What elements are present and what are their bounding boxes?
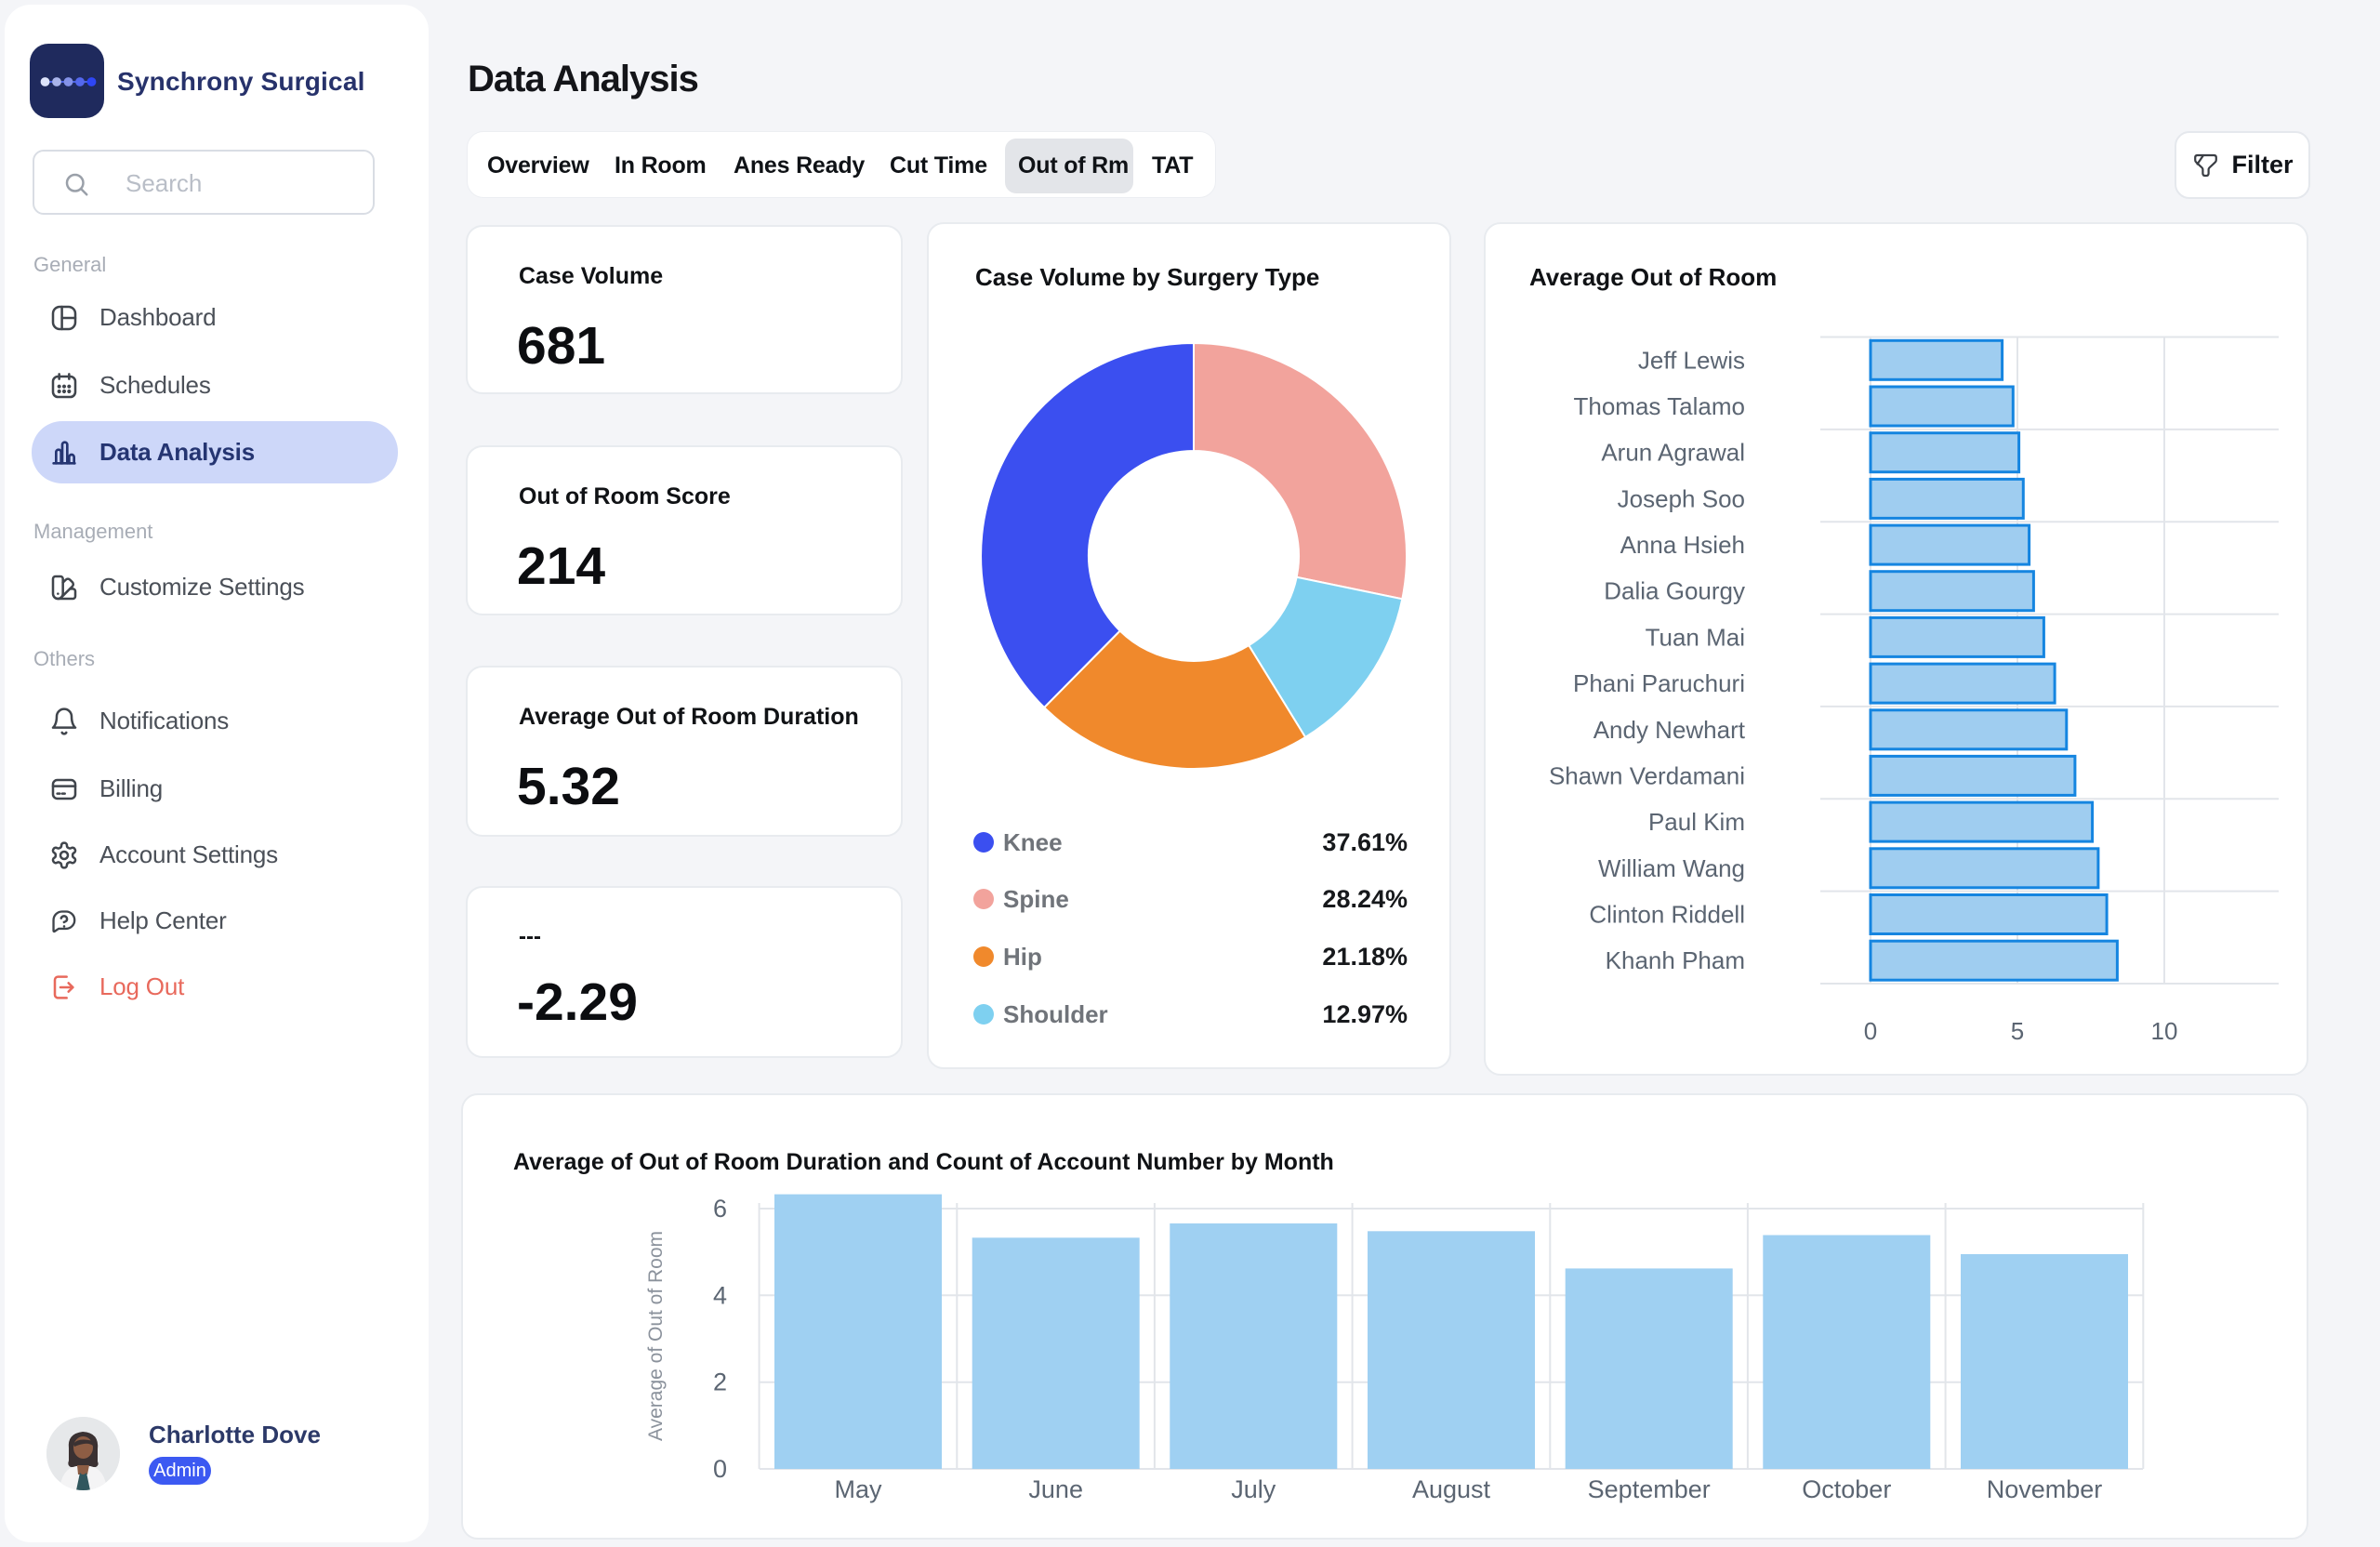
svg-text:Joseph Soo: Joseph Soo [1618, 484, 1745, 512]
svg-text:21.18%: 21.18% [1322, 943, 1408, 971]
svg-text:Anna Hsieh: Anna Hsieh [1620, 531, 1745, 559]
svg-text:6: 6 [713, 1195, 727, 1223]
svg-text:November: November [1987, 1475, 2103, 1503]
svg-text:Tuan Mai: Tuan Mai [1646, 623, 1745, 651]
svg-text:Knee: Knee [1003, 828, 1063, 856]
svg-text:Average of Out of Room: Average of Out of Room [645, 1231, 667, 1441]
svg-text:August: August [1412, 1475, 1491, 1503]
svg-text:Khanh Pham: Khanh Pham [1606, 946, 1745, 974]
svg-text:Andy Newhart: Andy Newhart [1593, 716, 1746, 744]
svg-text:Dalia Gourgy: Dalia Gourgy [1604, 577, 1745, 605]
svg-text:28.24%: 28.24% [1322, 885, 1408, 913]
svg-text:September: September [1588, 1475, 1711, 1503]
svg-text:Shawn Verdamani: Shawn Verdamani [1549, 761, 1745, 789]
svg-text:5: 5 [2011, 1017, 2024, 1045]
svg-text:Hip: Hip [1003, 943, 1042, 971]
svg-text:Clinton Riddell: Clinton Riddell [1589, 901, 1745, 929]
svg-text:0: 0 [713, 1455, 727, 1483]
svg-text:37.61%: 37.61% [1322, 828, 1408, 856]
svg-text:June: June [1028, 1475, 1083, 1503]
svg-text:4: 4 [713, 1281, 727, 1309]
svg-text:Phani Paruchuri: Phani Paruchuri [1573, 669, 1745, 697]
svg-text:Thomas Talamo: Thomas Talamo [1574, 392, 1746, 420]
svg-text:October: October [1802, 1475, 1891, 1503]
svg-text:Shoulder: Shoulder [1003, 1000, 1108, 1028]
svg-text:William Wang: William Wang [1598, 854, 1745, 882]
svg-text:July: July [1231, 1475, 1276, 1503]
svg-text:12.97%: 12.97% [1322, 1000, 1408, 1028]
svg-text:2: 2 [713, 1368, 727, 1396]
svg-text:10: 10 [2151, 1017, 2178, 1045]
svg-text:Paul Kim: Paul Kim [1648, 808, 1745, 836]
svg-text:May: May [834, 1475, 882, 1503]
svg-text:Jeff Lewis: Jeff Lewis [1638, 346, 1745, 374]
svg-text:0: 0 [1864, 1017, 1877, 1045]
svg-text:Spine: Spine [1003, 885, 1069, 913]
svg-text:Arun Agrawal: Arun Agrawal [1601, 439, 1745, 467]
